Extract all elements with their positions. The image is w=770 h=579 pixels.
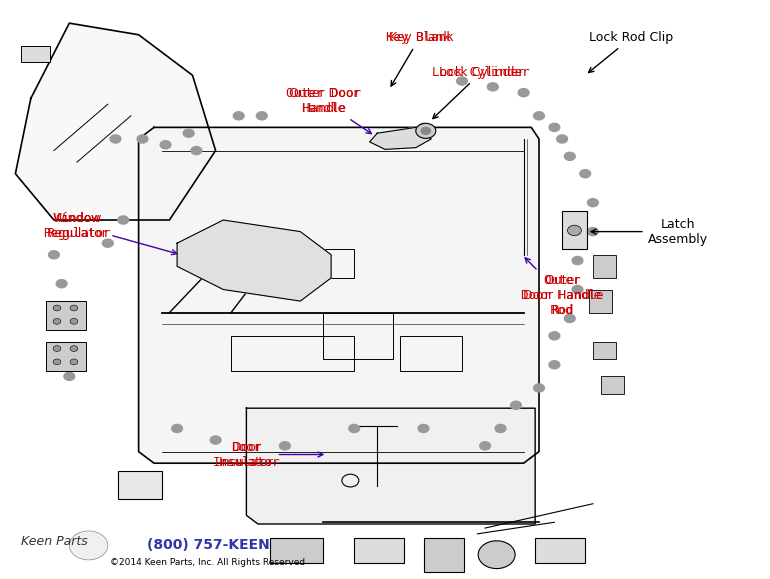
Circle shape [102, 239, 113, 247]
Circle shape [191, 146, 202, 155]
Circle shape [160, 141, 171, 149]
Text: Window
Regulator: Window Regulator [47, 212, 177, 255]
Circle shape [53, 305, 61, 311]
Circle shape [580, 170, 591, 178]
Text: Lock Cylinder: Lock Cylinder [433, 66, 524, 119]
Circle shape [416, 123, 436, 138]
Circle shape [56, 343, 67, 351]
Circle shape [564, 152, 575, 160]
Circle shape [49, 309, 59, 317]
Circle shape [256, 112, 267, 120]
Circle shape [70, 359, 78, 365]
Text: ©2014 Keen Parts, Inc. All Rights Reserved: ©2014 Keen Parts, Inc. All Rights Reserv… [110, 558, 306, 567]
Circle shape [518, 89, 529, 97]
Bar [118, 471, 162, 499]
Text: Key Blank: Key Blank [389, 31, 450, 86]
Circle shape [56, 280, 67, 288]
Polygon shape [15, 23, 216, 220]
Polygon shape [246, 408, 535, 524]
Circle shape [511, 401, 521, 409]
Bar [21, 46, 50, 62]
Circle shape [53, 359, 61, 365]
Circle shape [534, 384, 544, 392]
Text: Door
Insulator: Door Insulator [213, 441, 280, 468]
Circle shape [53, 318, 61, 324]
Text: Door
Insulator: Door Insulator [219, 441, 323, 468]
Circle shape [172, 424, 182, 433]
Text: Window
Regulator: Window Regulator [43, 212, 111, 240]
Bar [270, 538, 323, 563]
Circle shape [69, 531, 108, 560]
Bar [589, 290, 612, 313]
Circle shape [70, 346, 78, 351]
Bar [231, 336, 354, 371]
Circle shape [70, 305, 78, 311]
Circle shape [183, 129, 194, 137]
Circle shape [110, 135, 121, 143]
Circle shape [478, 541, 515, 569]
Bar [354, 538, 404, 563]
Bar [323, 313, 393, 359]
Circle shape [534, 112, 544, 120]
Circle shape [53, 346, 61, 351]
Bar [424, 538, 464, 572]
Text: Outer
Door Handle
Rod: Outer Door Handle Rod [523, 258, 601, 317]
Circle shape [349, 424, 360, 433]
Text: Outer Door
Handle: Outer Door Handle [289, 87, 371, 134]
Circle shape [421, 127, 430, 134]
Circle shape [49, 251, 59, 259]
Circle shape [70, 318, 78, 324]
Text: Latch
Assembly: Latch Assembly [591, 218, 708, 245]
Circle shape [549, 123, 560, 131]
Text: (800) 757-KEEN: (800) 757-KEEN [146, 538, 270, 552]
Bar [231, 249, 354, 278]
Circle shape [480, 442, 490, 450]
Circle shape [564, 314, 575, 323]
Text: Key Blank: Key Blank [386, 31, 454, 44]
Bar [562, 211, 587, 249]
Text: Outer
Door Handle
Rod: Outer Door Handle Rod [521, 274, 604, 317]
Bar [593, 342, 616, 359]
Circle shape [418, 123, 429, 131]
Polygon shape [139, 127, 539, 463]
Bar [46, 301, 86, 330]
Circle shape [418, 424, 429, 433]
Polygon shape [370, 127, 431, 149]
Circle shape [588, 228, 598, 236]
Circle shape [233, 112, 244, 120]
Circle shape [549, 361, 560, 369]
Circle shape [210, 436, 221, 444]
Bar [46, 342, 86, 371]
Text: Keen Parts: Keen Parts [21, 535, 87, 548]
Circle shape [280, 442, 290, 450]
Text: Outer Door
Handle: Outer Door Handle [286, 87, 361, 115]
Circle shape [495, 424, 506, 433]
Circle shape [137, 135, 148, 143]
Text: Lock Rod Clip: Lock Rod Clip [588, 31, 674, 72]
Bar [601, 376, 624, 394]
Circle shape [557, 135, 567, 143]
Circle shape [588, 199, 598, 207]
Bar [593, 255, 616, 278]
Circle shape [487, 83, 498, 91]
Circle shape [572, 256, 583, 265]
Circle shape [118, 216, 129, 224]
Circle shape [572, 285, 583, 294]
Circle shape [549, 332, 560, 340]
Bar [535, 538, 585, 563]
Circle shape [64, 372, 75, 380]
Polygon shape [177, 220, 331, 301]
Circle shape [457, 77, 467, 85]
Bar [400, 336, 462, 371]
Circle shape [567, 225, 581, 236]
Text: Lock Cylinder: Lock Cylinder [433, 66, 530, 79]
